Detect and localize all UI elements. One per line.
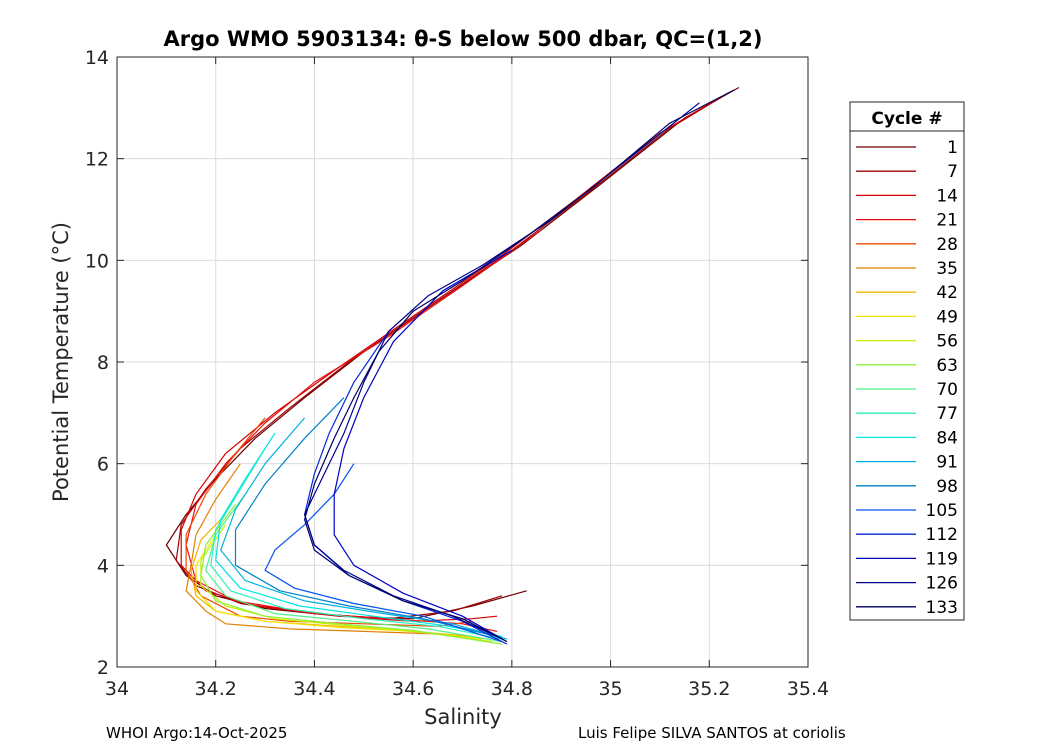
y-tick-label: 4 [97,555,109,577]
x-tick-label: 34 [105,678,129,700]
legend-label: 84 [936,428,958,448]
legend-label: 126 [926,574,958,594]
x-tick-label: 34.4 [293,678,335,700]
series-line-cycle-119 [333,249,513,643]
legend-label: 105 [926,501,958,521]
y-axis-label: Potential Temperature (°C) [49,222,73,502]
legend-label: 35 [936,259,958,279]
legend-label: 112 [926,525,958,545]
series-line-cycle-77 [210,448,503,640]
chart-title: Argo WMO 5903134: θ-S below 500 dbar, QC… [164,27,763,51]
legend-title: Cycle # [871,109,942,129]
legend: Cycle # 17142128354249566370778491981051… [849,101,965,621]
axis-ticks: 34 34.2 34.4 34.6 34.8 35 35.2 35.4 2 4 6 8 10 12 14 [85,47,829,700]
x-tick-label: 34.8 [491,678,533,700]
legend-label: 63 [936,356,958,376]
legend-label: 21 [936,211,958,231]
legend-label: 77 [936,404,958,424]
legend-label: 56 [936,332,958,352]
y-tick-label: 2 [97,657,109,679]
legend-label: 28 [936,235,958,255]
footer-right-text: Luis Felipe SILVA SANTOS at coriolis [578,724,846,742]
series-line-cycle-63 [200,503,503,645]
y-tick-label: 12 [85,149,109,171]
legend-label: 70 [936,380,958,400]
legend-items: 1 7 14 21 28 35 42 49 56 63 70 77 84 91 98 105 112 119 126… [856,138,958,618]
legend-label: 14 [936,186,958,206]
legend-label: 98 [936,477,958,497]
legend-label: 7 [947,162,958,182]
series-line-cycle-105 [264,463,503,643]
series-line-cycle-56 [200,524,493,643]
y-tick-label: 10 [85,250,109,272]
x-tick-label: 34.6 [392,678,434,700]
x-tick-label: 35.4 [787,678,829,700]
legend-label: 119 [926,549,958,569]
y-tick-label: 8 [97,352,109,374]
x-axis-label: Salinity [424,705,502,729]
series-line-cycle-133 [304,89,735,643]
x-tick-label: 34.2 [195,678,237,700]
x-tick-label: 35.2 [688,678,730,700]
y-tick-label: 6 [97,454,109,476]
legend-label: 133 [926,598,958,618]
x-tick-label: 35 [598,678,622,700]
series-layer [165,86,740,645]
footer-left-text: WHOI Argo:14-Oct-2025 [106,724,288,742]
legend-label: 91 [936,453,958,473]
y-tick-label: 14 [85,47,109,69]
series-line-cycle-98 [234,397,498,638]
legend-label: 49 [936,307,958,327]
legend-label: 1 [947,138,958,158]
series-line-cycle-35 [185,463,463,638]
legend-label: 42 [936,283,958,303]
series-line-cycle-84 [215,432,503,638]
